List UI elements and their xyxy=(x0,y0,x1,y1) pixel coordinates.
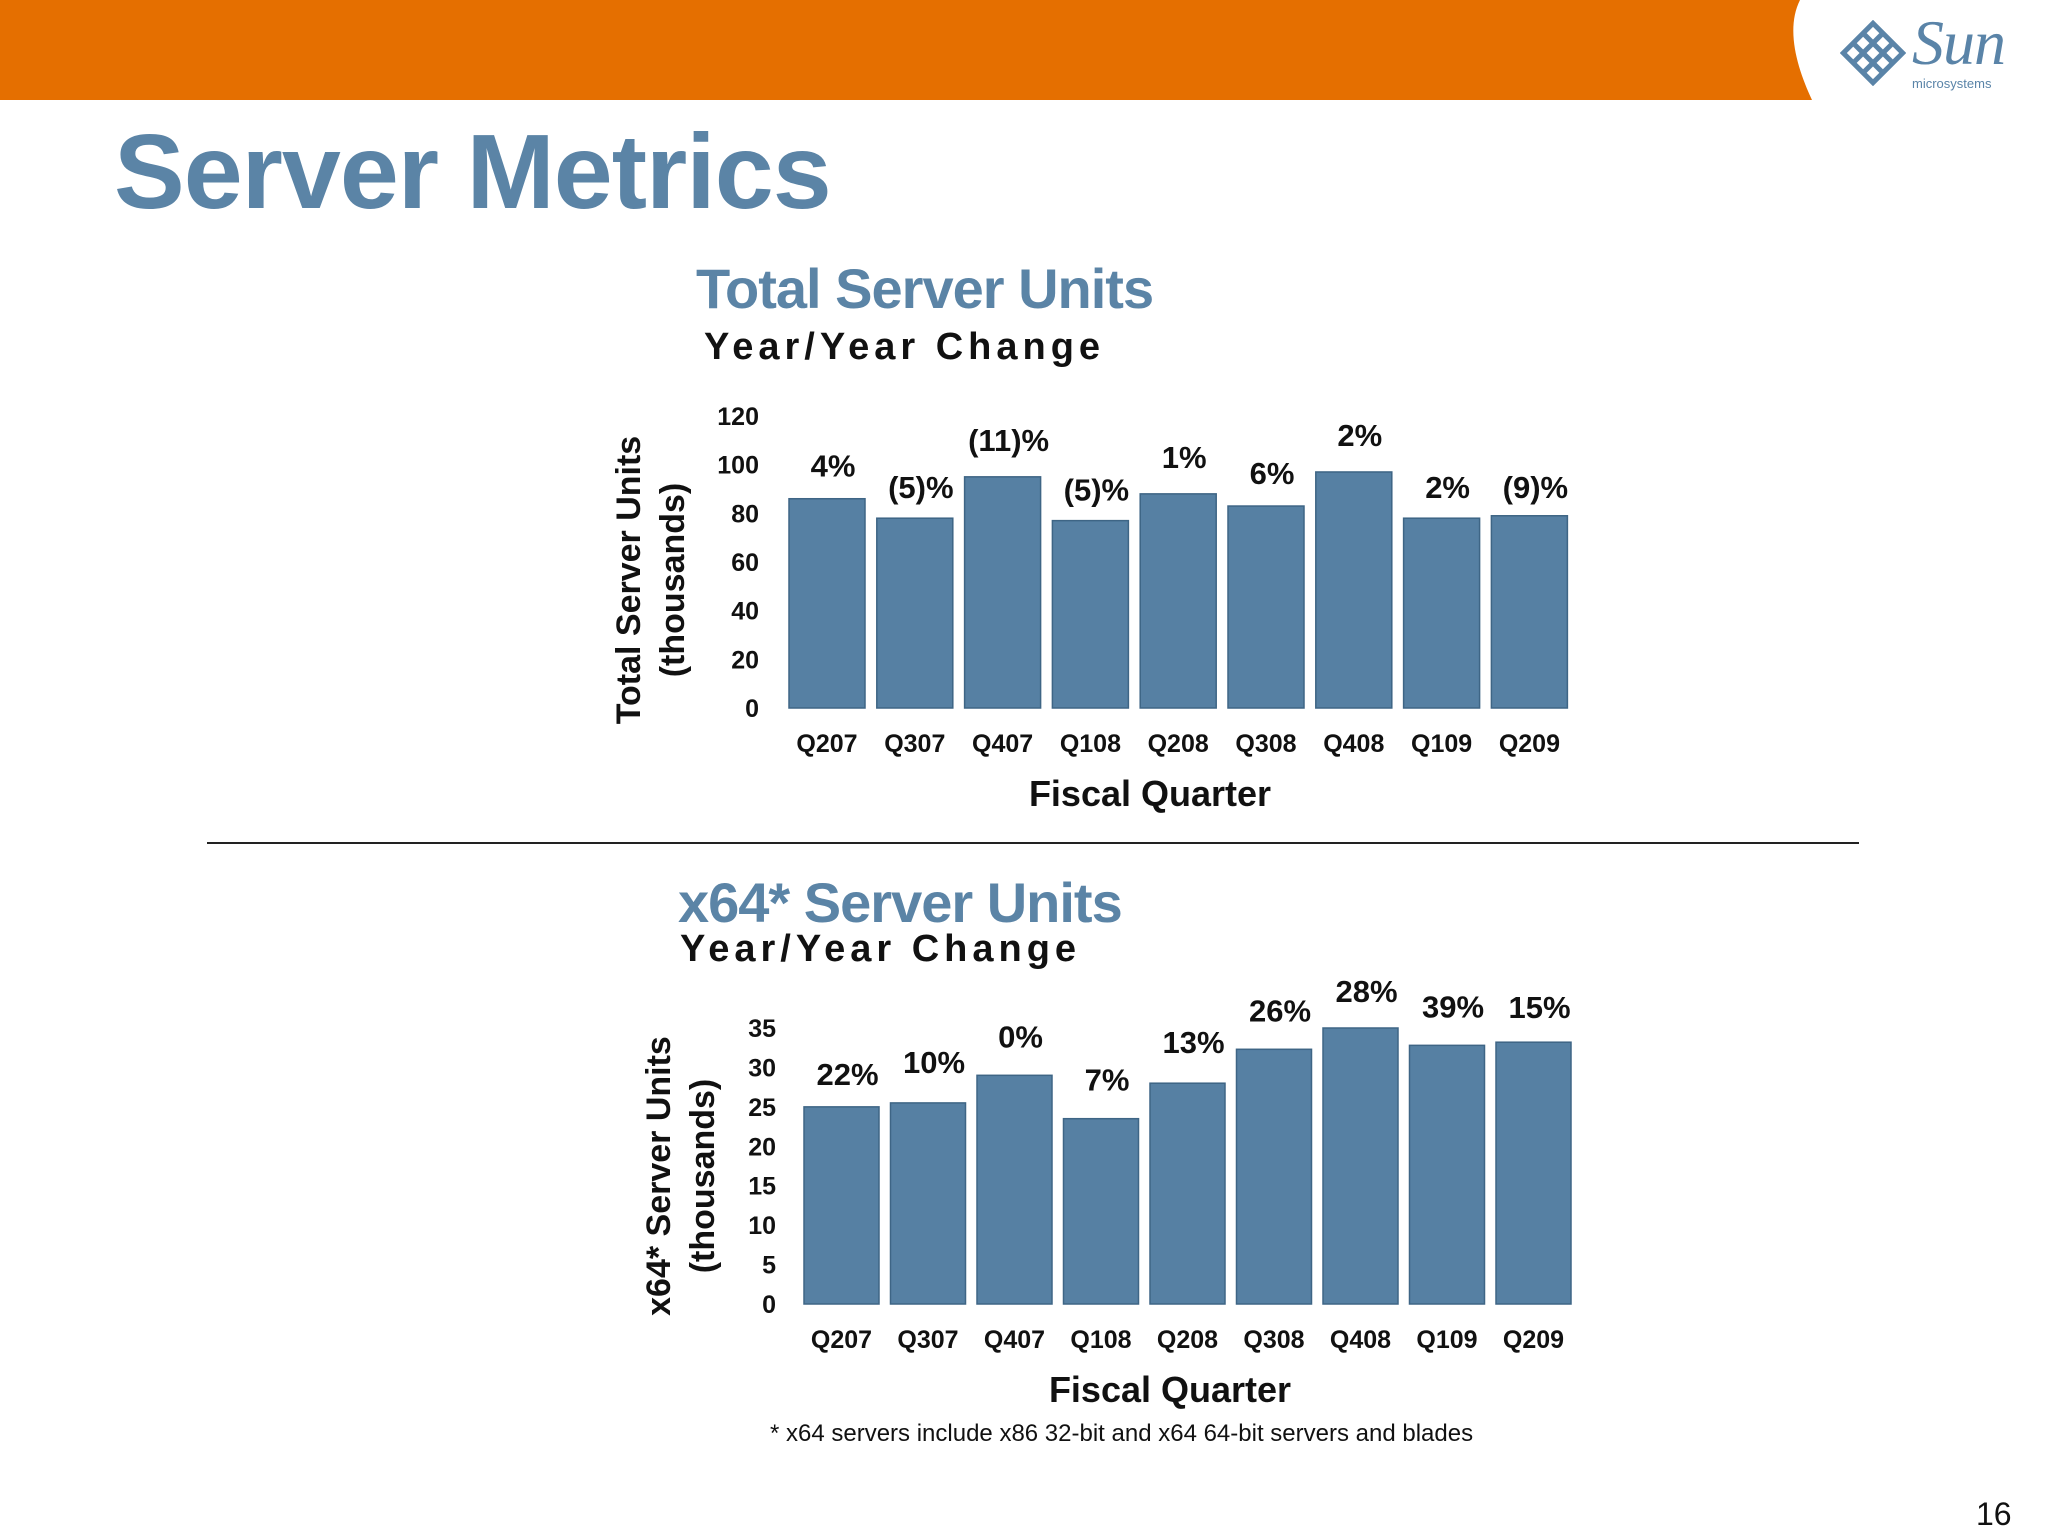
page-number: 16 xyxy=(1976,1496,2012,1532)
y-tick-label: 0 xyxy=(745,695,759,723)
x-tick-label: Q207 xyxy=(811,1326,872,1354)
header-banner xyxy=(0,0,1812,100)
y-tick-label: 20 xyxy=(748,1133,776,1161)
data-label-q307: (5)% xyxy=(888,470,953,505)
x-tick-label: Q407 xyxy=(984,1326,1045,1354)
y-tick-label: 35 xyxy=(748,1015,776,1043)
data-label-q308: 6% xyxy=(1250,456,1295,491)
x-tick-label: Q108 xyxy=(1060,730,1121,758)
x-tick-label: Q108 xyxy=(1070,1326,1131,1354)
bar-q108 xyxy=(1062,1117,1140,1305)
bar-q208 xyxy=(1139,493,1217,709)
footnote: * x64 servers include x86 32-bit and x64… xyxy=(770,1420,1474,1447)
x-tick-label: Q207 xyxy=(796,730,857,758)
chart2-subtitle: Year/Year Change xyxy=(680,928,1082,970)
data-label-q408: 2% xyxy=(1337,418,1382,453)
x-tick-label: Q109 xyxy=(1416,1326,1477,1354)
x-tick-label: Q408 xyxy=(1323,730,1384,758)
page-title: Server Metrics xyxy=(114,113,832,231)
x-tick-label: Q407 xyxy=(972,730,1033,758)
y-tick-label: 15 xyxy=(748,1173,776,1201)
x-tick-label: Q308 xyxy=(1235,730,1296,758)
data-label-q109: 2% xyxy=(1425,470,1470,505)
brand-tagline: microsystems xyxy=(1912,76,1992,91)
bar-q308 xyxy=(1227,505,1305,709)
chart1-subtitle: Year/Year Change xyxy=(704,326,1106,368)
data-label-q407: (11)% xyxy=(968,423,1049,458)
bar-q307 xyxy=(876,517,954,709)
x-tick-label: Q209 xyxy=(1499,730,1560,758)
x-tick-label: Q209 xyxy=(1503,1326,1564,1354)
data-label-q207: 22% xyxy=(816,1057,878,1092)
brand-name: Sun xyxy=(1912,7,2006,78)
y-axis-label-units: (thousands) xyxy=(684,1079,722,1274)
data-label-q108: (5)% xyxy=(1064,473,1129,508)
bar-q307 xyxy=(889,1102,967,1305)
data-label-q108: 7% xyxy=(1085,1063,1130,1098)
bar-q109 xyxy=(1408,1044,1486,1305)
bar-q208 xyxy=(1149,1082,1226,1305)
y-tick-label: 60 xyxy=(731,549,759,577)
data-label-q307: 10% xyxy=(903,1045,965,1080)
y-axis-label: x64* Server Units xyxy=(640,1036,678,1316)
section-divider xyxy=(207,842,1859,844)
sun-logo: Sun microsystems xyxy=(1840,7,2040,94)
x-tick-label: Q208 xyxy=(1148,730,1209,758)
x-tick-label: Q408 xyxy=(1330,1326,1391,1354)
data-label-q209: 15% xyxy=(1508,990,1570,1025)
x-tick-label: Q307 xyxy=(884,730,945,758)
bar-q108 xyxy=(1051,519,1130,709)
y-tick-label: 10 xyxy=(748,1212,776,1240)
data-label-q407: 0% xyxy=(998,1019,1043,1054)
bar-q207 xyxy=(788,497,866,709)
sun-diamond-icon xyxy=(1840,20,1906,86)
data-label-q308: 26% xyxy=(1249,993,1311,1028)
x-tick-label: Q307 xyxy=(897,1326,958,1354)
x-axis-label: Fiscal Quarter xyxy=(1049,1369,1291,1410)
bar-q408 xyxy=(1315,471,1393,709)
bar-q408 xyxy=(1322,1027,1399,1305)
data-label-q209: (9)% xyxy=(1503,470,1568,505)
y-tick-label: 40 xyxy=(731,598,759,626)
x-tick-label: Q308 xyxy=(1243,1326,1304,1354)
bar-q308 xyxy=(1235,1048,1313,1305)
y-tick-label: 0 xyxy=(762,1291,776,1319)
x-tick-label: Q109 xyxy=(1411,730,1472,758)
x-tick-label: Q208 xyxy=(1157,1326,1218,1354)
bar-q209 xyxy=(1490,515,1569,709)
chart2-title: x64* Server Units xyxy=(678,871,1123,934)
bar-q407 xyxy=(976,1074,1053,1305)
y-tick-label: 30 xyxy=(748,1054,776,1082)
y-tick-label: 80 xyxy=(731,500,759,528)
y-tick-label: 100 xyxy=(717,452,759,480)
bar-q407 xyxy=(963,476,1042,709)
y-axis-label-units: (thousands) xyxy=(654,483,692,678)
y-tick-label: 120 xyxy=(717,403,759,431)
bar-q209 xyxy=(1495,1041,1572,1305)
data-label-q408: 28% xyxy=(1335,974,1397,1009)
y-tick-label: 5 xyxy=(762,1252,776,1280)
x-axis-label: Fiscal Quarter xyxy=(1029,773,1271,814)
banner-shape xyxy=(0,0,1812,100)
data-label-q208: 13% xyxy=(1162,1025,1224,1060)
y-tick-label: 25 xyxy=(748,1094,776,1122)
y-tick-label: 20 xyxy=(731,646,759,674)
bar-q109 xyxy=(1402,517,1481,709)
data-label-q207: 4% xyxy=(811,449,856,484)
y-axis-label: Total Server Units xyxy=(610,436,648,724)
chart1-title: Total Server Units xyxy=(696,257,1154,320)
data-label-q109: 39% xyxy=(1422,989,1484,1024)
bar-q207 xyxy=(803,1106,880,1305)
data-label-q208: 1% xyxy=(1162,440,1207,475)
